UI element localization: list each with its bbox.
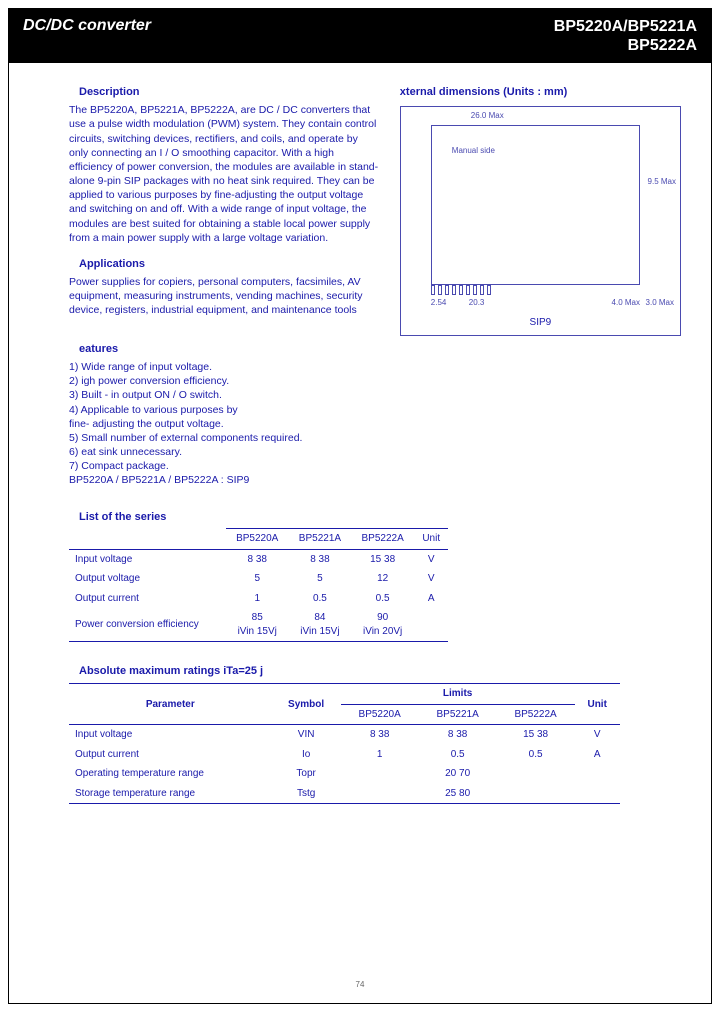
series-table: BP5220A BP5221A BP5222A Unit Input volta… xyxy=(69,528,448,642)
dim-package-label: SIP9 xyxy=(401,316,680,330)
dim-body: Manual side xyxy=(431,125,640,285)
dim-bl1: 2.54 xyxy=(431,298,447,309)
series-col: BP5221A xyxy=(289,529,352,550)
feature-item: 2) igh power conversion efficiency. xyxy=(69,374,681,388)
right-column: xternal dimensions (Units : mm) 26.0 Max… xyxy=(400,85,681,336)
header-parts-line2: BP5222A xyxy=(554,36,697,55)
top-columns: Description The BP5220A, BP5221A, BP5222… xyxy=(69,85,681,336)
dim-side: 9.5 Max xyxy=(648,177,676,188)
content: Description The BP5220A, BP5221A, BP5222… xyxy=(9,63,711,814)
dim-pins xyxy=(431,285,570,295)
dim-bl2: 20.3 xyxy=(469,298,485,309)
dimensions-diagram: 26.0 Max Manual side 9.5 Max 2.54 20.3 4… xyxy=(400,106,681,336)
applications-body: Power supplies for copiers, personal com… xyxy=(69,275,380,318)
feature-item: BP5220A / BP5221A / BP5222A : SIP9 xyxy=(69,473,681,487)
header-category: DC/DC converter xyxy=(23,17,151,55)
description-body: The BP5220A, BP5221A, BP5222A, are DC / … xyxy=(69,103,380,245)
abs-header-row: Parameter Symbol Limits Unit xyxy=(69,684,620,705)
features-title: eatures xyxy=(69,342,681,357)
feature-item: 1) Wide range of input voltage. xyxy=(69,360,681,374)
features-list: 1) Wide range of input voltage. 2) igh p… xyxy=(69,360,681,488)
feature-item: 5) Small number of external components r… xyxy=(69,431,681,445)
abs-title: Absolute maximum ratings iTa=25 j xyxy=(79,664,681,679)
header-parts: BP5220A/BP5221A BP5222A xyxy=(554,17,697,55)
table-row: Input voltage VIN 8 38 8 38 15 38 V xyxy=(69,725,620,745)
dim-br1: 4.0 Max xyxy=(612,298,640,309)
feature-item: 7) Compact package. xyxy=(69,459,681,473)
dim-inner-text: Manual side xyxy=(452,146,495,157)
feature-item: 6) eat sink unnecessary. xyxy=(69,445,681,459)
series-col xyxy=(69,529,226,550)
table-row: Input voltage 8 38 8 38 15 38 V xyxy=(69,549,448,569)
series-col: Unit xyxy=(414,529,448,550)
feature-item: 4) Applicable to various purposes by xyxy=(69,403,681,417)
table-row: Output current 1 0.5 0.5 A xyxy=(69,589,448,609)
description-title: Description xyxy=(69,85,380,100)
header-bar: DC/DC converter BP5220A/BP5221A BP5222A xyxy=(9,9,711,63)
page-number: 74 xyxy=(9,980,711,989)
table-row: Power conversion efficiency 85 iVin 15Vj… xyxy=(69,608,448,642)
dim-top: 26.0 Max xyxy=(471,111,504,122)
feature-item: 3) Built - in output ON / O switch. xyxy=(69,388,681,402)
table-row: Storage temperature range Tstg 25 80 xyxy=(69,784,620,804)
abs-table: Parameter Symbol Limits Unit BP5220A BP5… xyxy=(69,683,620,804)
table-row: Operating temperature range Topr 20 70 xyxy=(69,764,620,784)
table-row: Output voltage 5 5 12 V xyxy=(69,569,448,589)
series-title: List of the series xyxy=(79,510,681,525)
series-col: BP5220A xyxy=(226,529,289,550)
dimensions-title: xternal dimensions (Units : mm) xyxy=(400,85,681,100)
header-parts-line1: BP5220A/BP5221A xyxy=(554,17,697,36)
left-column: Description The BP5220A, BP5221A, BP5222… xyxy=(69,85,380,336)
dim-br2: 3.0 Max xyxy=(646,298,674,309)
page-frame: DC/DC converter BP5220A/BP5221A BP5222A … xyxy=(8,8,712,1004)
feature-item: fine- adjusting the output voltage. xyxy=(69,417,681,431)
series-col: BP5222A xyxy=(351,529,414,550)
table-row: Output current Io 1 0.5 0.5 A xyxy=(69,745,620,765)
applications-title: Applications xyxy=(69,257,380,272)
